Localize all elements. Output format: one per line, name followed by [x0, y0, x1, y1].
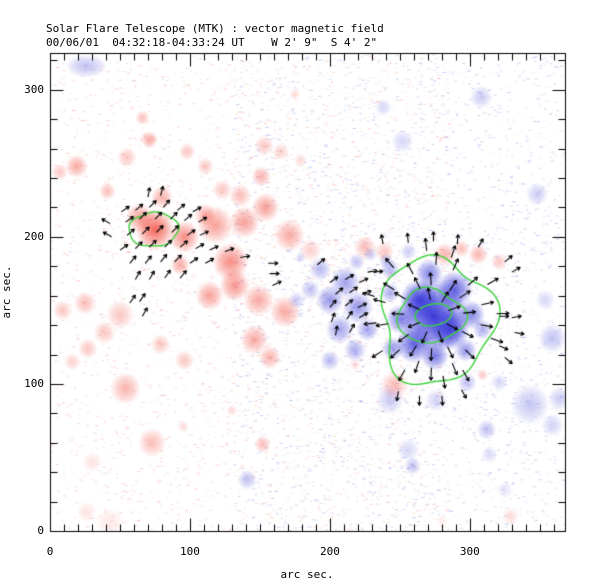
plot-subtitle: 00/06/01 04:32:18-04:33:24 UT W 2' 9" S … [46, 36, 378, 49]
y-tick-label: 0 [37, 524, 44, 537]
x-tick-label: 200 [319, 545, 340, 558]
x-tick-label: 100 [180, 545, 200, 558]
plot-title: Solar Flare Telescope (MTK) : vector mag… [46, 22, 384, 35]
y-tick-label: 300 [24, 82, 44, 96]
x-axis-label: arc sec. [280, 568, 334, 581]
y-tick-label: 200 [24, 229, 44, 243]
y-axis-label: arc sec. [0, 265, 13, 319]
x-tick-label: 0 [46, 545, 54, 558]
x-tick-label: 300 [459, 545, 480, 558]
y-tick-label: 100 [24, 376, 44, 390]
